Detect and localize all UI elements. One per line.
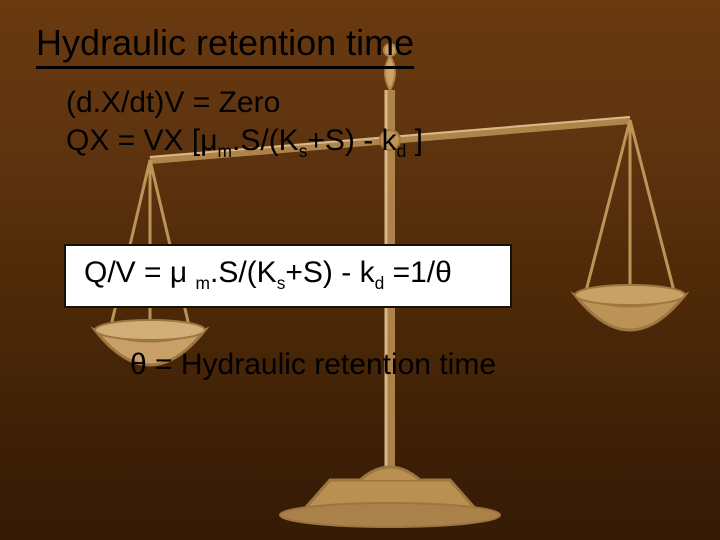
eq1-rhs: Zero xyxy=(219,86,281,119)
equation-2: QX = VX [μm.S/(Ks+S) - kd ] xyxy=(66,122,423,162)
slide-title-text: Hydraulic retention time xyxy=(36,22,414,69)
box-sub3: d xyxy=(375,273,385,293)
box-suffix: =1/θ xyxy=(384,256,452,289)
eq2-sub3: d xyxy=(397,141,407,161)
equation-1: (d.X/dt)V = Zero xyxy=(66,84,423,122)
box-mid2: +S) - k xyxy=(285,256,374,289)
eq2-suffix: ] xyxy=(406,124,423,157)
slide: Hydraulic retention time (d.X/dt)V = Zer… xyxy=(0,0,720,540)
eq2-mid1: .S/(K xyxy=(232,124,299,157)
box-mid1: .S/(K xyxy=(210,256,277,289)
eq2-mid2: +S) - k xyxy=(307,124,396,157)
eq1-prefix: (d.X/dt)V = xyxy=(66,86,219,119)
eq2-prefix: QX = VX [μ xyxy=(66,124,218,157)
slide-title: Hydraulic retention time xyxy=(36,22,414,69)
boxed-equation: Q/V = μ m.S/(Ks+S) - kd =1/θ xyxy=(64,244,512,308)
equations-block: (d.X/dt)V = Zero QX = VX [μm.S/(Ks+S) - … xyxy=(66,84,423,163)
box-prefix: Q/V = μ xyxy=(84,256,196,289)
box-sub1: m xyxy=(196,273,211,293)
theta-definition: θ = Hydraulic retention time xyxy=(130,348,496,382)
eq2-sub1: m xyxy=(218,141,233,161)
